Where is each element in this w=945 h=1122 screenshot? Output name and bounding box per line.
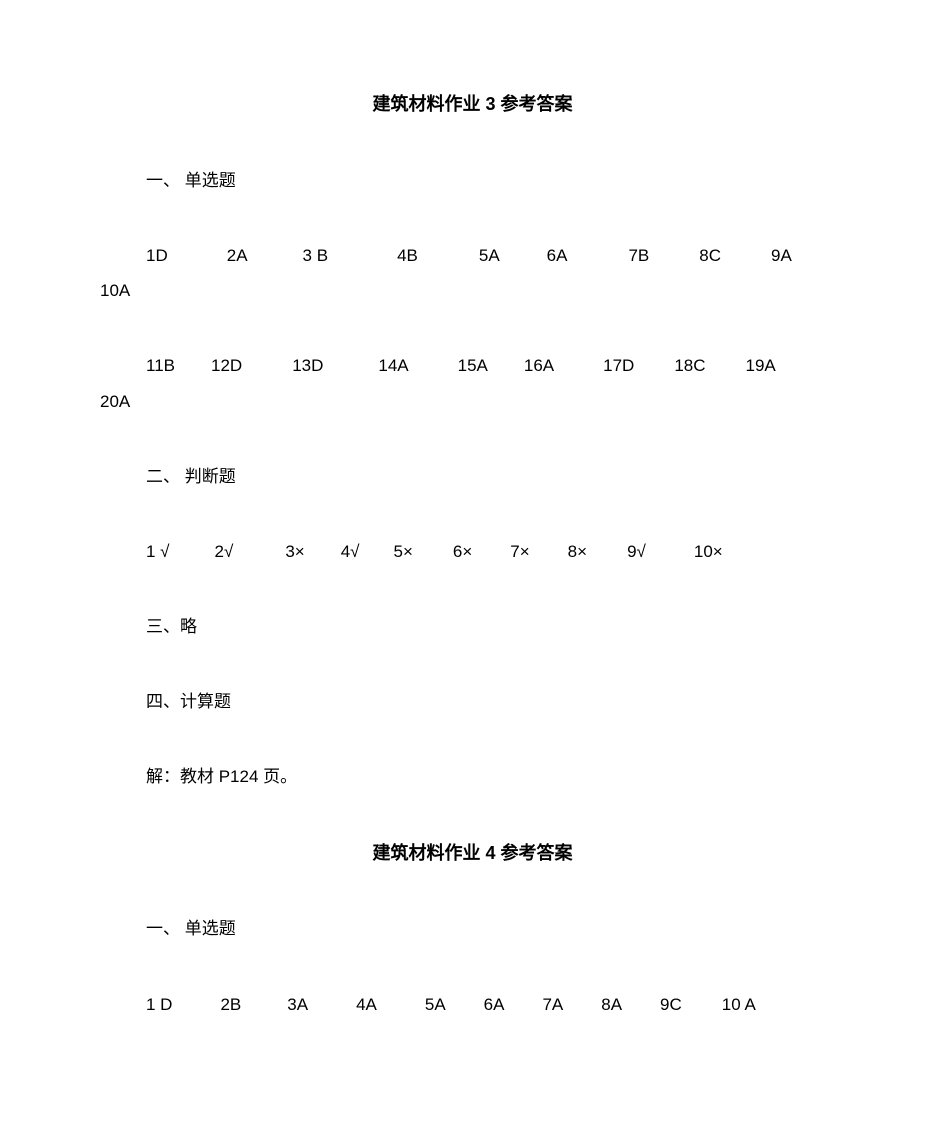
answers-row-1b-wrap: 20A bbox=[100, 388, 845, 415]
answer-item: 3 B bbox=[303, 242, 329, 269]
answers-row-5: 1 D 2B 3A 4A 5A 6A 7A 8A 9C 10 A bbox=[146, 991, 845, 1018]
answer-item: 1 D bbox=[146, 991, 172, 1018]
section-4-header: 四、计算题 bbox=[146, 688, 845, 715]
section-5-header: 一、 单选题 bbox=[146, 915, 845, 942]
answer-item: 3A bbox=[287, 991, 308, 1018]
answer-item: 7A bbox=[542, 991, 563, 1018]
answer-item: 4√ bbox=[341, 538, 360, 565]
answer-item: 1D bbox=[146, 242, 168, 269]
answer-item: 6A bbox=[484, 991, 505, 1018]
answer-item: 17D bbox=[603, 352, 634, 379]
answer-item: 10 A bbox=[722, 991, 756, 1018]
answer-item: 2A bbox=[227, 242, 248, 269]
answer-item: 2√ bbox=[215, 538, 234, 565]
answers-row-1a: 1D 2A 3 B 4B 5A 6A 7B 8C 9A bbox=[146, 242, 845, 269]
answer-item: 7B bbox=[628, 242, 649, 269]
answer-item: 8× bbox=[568, 538, 587, 565]
answer-item: 11B bbox=[146, 352, 175, 379]
answer-item: 10× bbox=[694, 538, 723, 565]
answer-item: 1 √ bbox=[146, 538, 170, 565]
answer-item: 5A bbox=[479, 242, 500, 269]
answer-item: 6A bbox=[547, 242, 568, 269]
answer-item: 18C bbox=[674, 352, 705, 379]
answer-item: 13D bbox=[292, 352, 323, 379]
answer-item: 9C bbox=[660, 991, 682, 1018]
answer-item: 9A bbox=[771, 242, 792, 269]
answer-item: 3× bbox=[285, 538, 304, 565]
section-1-header: 一、 单选题 bbox=[146, 167, 845, 194]
answer-item: 14A bbox=[378, 352, 408, 379]
answer-item: 5× bbox=[394, 538, 413, 565]
answer-item: 9√ bbox=[627, 538, 646, 565]
answer-item: 5A bbox=[425, 991, 446, 1018]
answers-row-2: 1 √ 2√ 3× 4√ 5× 6× 7× 8× 9√ 10× bbox=[146, 538, 845, 565]
answers-row-1a-wrap: 10A bbox=[100, 277, 845, 304]
answer-item: 4A bbox=[356, 991, 377, 1018]
answer-item: 8C bbox=[699, 242, 721, 269]
answer-item: 7× bbox=[510, 538, 529, 565]
section-2-header: 二、 判断题 bbox=[146, 463, 845, 490]
answer-item: 19A bbox=[746, 352, 776, 379]
page-title-2: 建筑材料作业 4 参考答案 bbox=[100, 839, 845, 868]
answer-item: 12D bbox=[211, 352, 242, 379]
answer-item: 6× bbox=[453, 538, 472, 565]
section-4-text: 解：教材 P124 页。 bbox=[146, 763, 845, 790]
page-title-1: 建筑材料作业 3 参考答案 bbox=[100, 90, 845, 119]
section-3-text: 三、略 bbox=[146, 613, 845, 640]
answer-item: 8A bbox=[601, 991, 622, 1018]
answer-item: 2B bbox=[220, 991, 241, 1018]
answer-item: 15A bbox=[458, 352, 488, 379]
answer-item: 4B bbox=[397, 242, 418, 269]
answers-row-1b: 11B 12D 13D 14A 15A 16A 17D 18C 19A bbox=[146, 352, 845, 379]
answer-item: 16A bbox=[524, 352, 554, 379]
